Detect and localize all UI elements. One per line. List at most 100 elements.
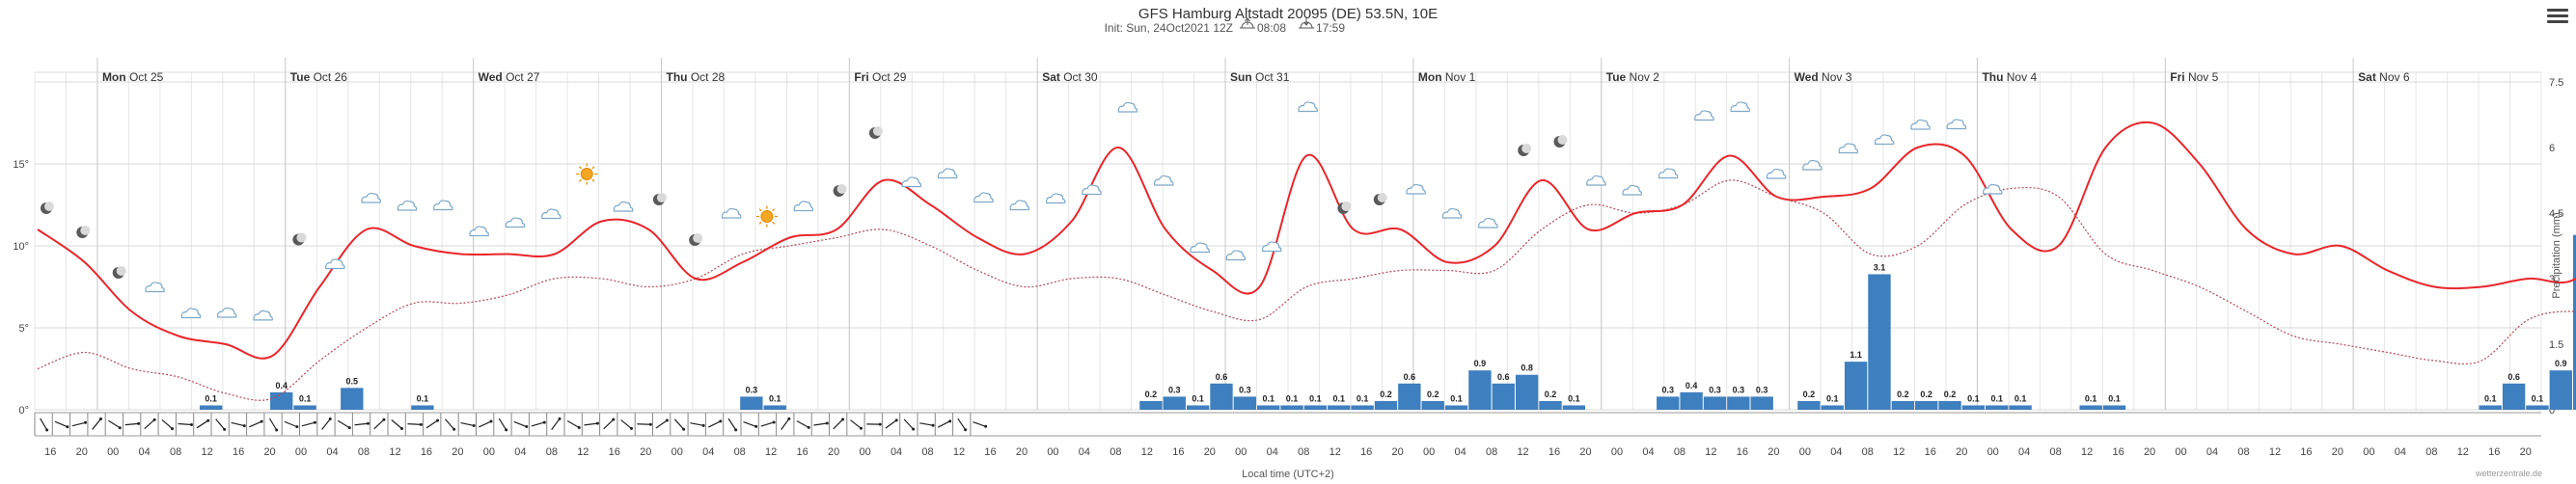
cloud-icon xyxy=(1802,159,1822,171)
precipitation-value-label: 0.2 xyxy=(1897,390,1909,399)
precipitation-bar xyxy=(1539,400,1562,410)
hour-tick-label: 04 xyxy=(1642,446,1654,458)
hour-tick-label: 04 xyxy=(1079,446,1090,458)
cloud-shape xyxy=(1946,119,1967,130)
wind-arrow xyxy=(54,420,69,428)
cloud-shape xyxy=(397,200,418,211)
cloud-icon xyxy=(1766,168,1787,179)
day-label: Sat Oct 30 xyxy=(1042,70,1098,84)
cloud-shape xyxy=(901,176,922,188)
hour-tick-label: 20 xyxy=(452,446,463,458)
hour-tick-label: 00 xyxy=(859,446,870,458)
cloud-shape xyxy=(1153,175,1174,186)
cloud-shape xyxy=(216,307,237,318)
precipitation-bar xyxy=(1210,383,1233,410)
hour-tick-label: 00 xyxy=(1987,446,1999,458)
hour-tick-label: 04 xyxy=(2206,446,2218,458)
precipitation-value-label: 0.1 xyxy=(1357,393,1369,403)
wind-arrow-head xyxy=(400,426,404,430)
hour-tick-label: 20 xyxy=(1204,446,1216,458)
hour-tick-label: 12 xyxy=(1329,446,1341,458)
cloud-shape xyxy=(145,282,165,293)
wind-arrow xyxy=(743,421,756,427)
wind-arrow-head xyxy=(787,417,791,420)
wind-arrow-head xyxy=(98,417,102,421)
wind-arrow xyxy=(655,419,668,429)
cloud-icon xyxy=(937,168,958,179)
hour-tick-label: 04 xyxy=(1267,446,1278,458)
sun-ray xyxy=(578,166,582,170)
hour-tick-label: 12 xyxy=(2269,446,2281,458)
wind-arrow-head xyxy=(118,426,122,430)
cloud-shape xyxy=(1406,183,1426,195)
precipitation-value-label: 0.9 xyxy=(2555,359,2567,368)
wind-arrow xyxy=(620,419,632,429)
precipitation-bar xyxy=(1139,400,1163,410)
moon-shade xyxy=(1557,135,1568,145)
wind-arrow xyxy=(673,418,685,430)
cloud-icon xyxy=(1009,200,1030,211)
hour-tick-label: 04 xyxy=(1830,446,1842,458)
cloud-icon xyxy=(216,307,237,318)
cloud-icon xyxy=(1586,175,1606,186)
init-text: Init: Sun, 24Oct2021 12Z xyxy=(1105,21,1233,35)
cloud-icon xyxy=(1946,119,1967,130)
moon-shade xyxy=(116,266,126,276)
day-label: Fri Nov 5 xyxy=(2170,70,2218,84)
precipitation-value-label: 0.1 xyxy=(1286,393,1299,403)
wind-arrow xyxy=(249,420,262,428)
cloud-shape xyxy=(1838,143,1859,154)
precipitation-bar xyxy=(1421,400,1444,410)
precipitation-bar xyxy=(1961,405,1986,410)
precipitation-bar xyxy=(2102,405,2126,410)
moon-shade xyxy=(872,126,883,136)
precipitation-value-label: 0.3 xyxy=(746,385,758,394)
hour-tick-label: 04 xyxy=(2395,446,2406,458)
precipitation-bar xyxy=(2479,405,2502,410)
precipitation-value-label: 0.1 xyxy=(1192,393,1204,403)
hour-tick-label: 04 xyxy=(891,446,902,458)
cloud-icon xyxy=(1658,168,1679,179)
moon-icon xyxy=(868,126,883,139)
hour-tick-label: 20 xyxy=(263,446,275,458)
precipitation-bar xyxy=(1891,400,1914,410)
precipitation-bar xyxy=(1351,405,1374,410)
precipitation-value-label: 0.2 xyxy=(1380,390,1392,399)
cloud-shape xyxy=(721,207,742,219)
wind-arrow xyxy=(391,419,402,429)
hour-tick-label: 16 xyxy=(1548,446,1560,458)
cloud-shape xyxy=(1730,101,1751,113)
wind-arrow-head xyxy=(542,420,546,424)
wind-arrow-head xyxy=(313,420,316,424)
precipitation-bar xyxy=(2526,405,2549,410)
cloud-icon xyxy=(973,192,994,203)
temperature-tick-label: 15° xyxy=(13,159,29,171)
precipitation-bar xyxy=(1186,405,1210,410)
menu-icon xyxy=(2547,9,2568,12)
wind-arrow xyxy=(268,417,278,431)
precipitation-value-label: 0.1 xyxy=(769,393,781,403)
hour-tick-label: 08 xyxy=(358,446,370,458)
sun-ray xyxy=(772,208,776,212)
hour-tick-label: 12 xyxy=(201,446,212,458)
menu-button[interactable] xyxy=(2547,6,2568,25)
hour-tick-label: 12 xyxy=(1705,446,1716,458)
cloud-shape xyxy=(1009,200,1030,211)
day-label: Wed Oct 27 xyxy=(479,70,540,84)
cloud-shape xyxy=(1586,175,1606,186)
wind-arrow xyxy=(161,418,173,430)
precipitation-bar xyxy=(341,388,364,410)
precipitation-value-label: 0.3 xyxy=(1756,385,1768,394)
precipitation-value-label: 0.1 xyxy=(1309,393,1322,403)
precipitation-bar xyxy=(1398,383,1421,410)
cloud-icon xyxy=(1298,101,1318,113)
cloud-shape xyxy=(361,192,381,203)
moon-shade xyxy=(44,202,54,211)
wind-arrow xyxy=(813,422,828,426)
precipitation-tick-label: 4.5 xyxy=(2549,208,2563,220)
precipitation-value-label: 0.6 xyxy=(2507,372,2520,382)
wind-arrow-head xyxy=(682,427,686,431)
cloud-icon xyxy=(253,309,273,321)
precipitation-bar xyxy=(1444,405,1468,410)
